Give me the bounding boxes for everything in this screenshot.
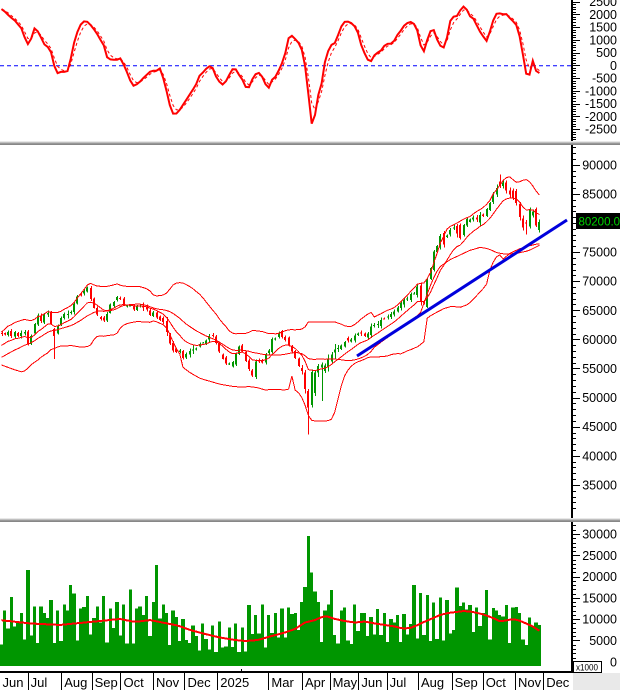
- svg-text:Jul: Jul: [390, 675, 407, 690]
- svg-text:2500: 2500: [589, 0, 617, 9]
- svg-text:5000: 5000: [589, 634, 617, 648]
- svg-text:0: 0: [610, 59, 617, 73]
- svg-text:1000: 1000: [589, 33, 617, 47]
- svg-text:-500: -500: [592, 72, 617, 86]
- svg-text:Nov: Nov: [518, 675, 542, 690]
- svg-text:Nov: Nov: [156, 675, 180, 690]
- svg-text:10000: 10000: [582, 613, 617, 627]
- svg-text:85000: 85000: [582, 187, 617, 201]
- svg-text:x1000: x1000: [576, 663, 598, 674]
- svg-text:2000: 2000: [589, 8, 617, 22]
- svg-text:Aug: Aug: [421, 675, 444, 690]
- svg-text:Sep: Sep: [455, 675, 478, 690]
- svg-text:May: May: [333, 675, 358, 690]
- svg-text:Aug: Aug: [64, 675, 87, 690]
- svg-text:Jun: Jun: [361, 675, 382, 690]
- svg-text:90000: 90000: [582, 158, 617, 172]
- svg-text:35000: 35000: [582, 478, 617, 492]
- svg-text:-1000: -1000: [585, 84, 617, 98]
- svg-text:Dec: Dec: [188, 675, 212, 690]
- svg-text:-1500: -1500: [585, 97, 617, 111]
- svg-text:-2500: -2500: [585, 123, 617, 137]
- svg-text:Oct: Oct: [486, 675, 507, 690]
- svg-text:Dec: Dec: [546, 675, 570, 690]
- svg-text:50000: 50000: [582, 391, 617, 405]
- svg-text:Apr: Apr: [305, 675, 326, 690]
- svg-text:-2000: -2000: [585, 110, 617, 124]
- svg-text:75000: 75000: [582, 246, 617, 260]
- svg-text:Jun: Jun: [3, 675, 24, 690]
- svg-text:55000: 55000: [582, 362, 617, 376]
- svg-text:Sep: Sep: [95, 675, 118, 690]
- svg-text:45000: 45000: [582, 420, 617, 434]
- svg-text:25000: 25000: [582, 549, 617, 563]
- svg-text:2025: 2025: [220, 675, 249, 690]
- svg-text:1500: 1500: [589, 21, 617, 35]
- svg-text:70000: 70000: [582, 275, 617, 289]
- svg-text:65000: 65000: [582, 304, 617, 318]
- svg-text:40000: 40000: [582, 449, 617, 463]
- svg-text:20000: 20000: [582, 570, 617, 584]
- svg-text:Oct: Oct: [124, 675, 145, 690]
- svg-text:80200.00: 80200.00: [579, 217, 620, 229]
- svg-text:Jul: Jul: [31, 675, 48, 690]
- svg-text:30000: 30000: [582, 528, 617, 542]
- svg-text:60000: 60000: [582, 333, 617, 347]
- svg-text:0: 0: [610, 655, 617, 669]
- svg-text:15000: 15000: [582, 591, 617, 605]
- svg-text:500: 500: [596, 46, 617, 60]
- svg-text:Mar: Mar: [271, 675, 294, 690]
